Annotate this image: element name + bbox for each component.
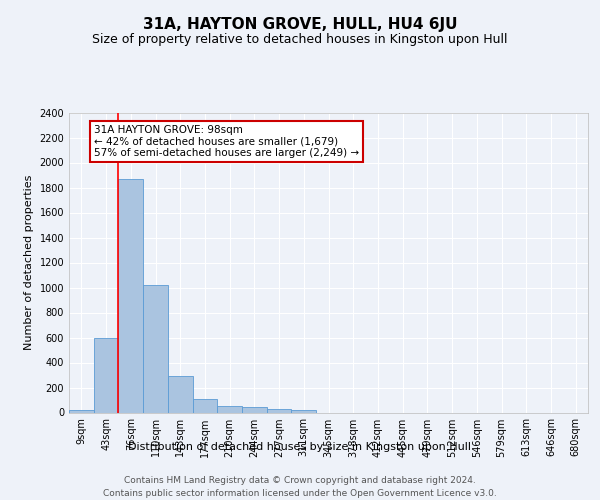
- Bar: [118, 179, 143, 412]
- Bar: [143, 285, 168, 412]
- Bar: [168, 376, 193, 412]
- Bar: [94, 338, 118, 412]
- Y-axis label: Number of detached properties: Number of detached properties: [24, 175, 34, 350]
- Text: Distribution of detached houses by size in Kingston upon Hull: Distribution of detached houses by size …: [128, 442, 472, 452]
- Text: 31A, HAYTON GROVE, HULL, HU4 6JU: 31A, HAYTON GROVE, HULL, HU4 6JU: [143, 18, 457, 32]
- Bar: [242, 407, 267, 412]
- Bar: [69, 410, 94, 412]
- Text: Contains HM Land Registry data © Crown copyright and database right 2024.: Contains HM Land Registry data © Crown c…: [124, 476, 476, 485]
- Bar: [267, 409, 292, 412]
- Text: Size of property relative to detached houses in Kingston upon Hull: Size of property relative to detached ho…: [92, 32, 508, 46]
- Text: Contains public sector information licensed under the Open Government Licence v3: Contains public sector information licen…: [103, 489, 497, 498]
- Bar: [217, 406, 242, 412]
- Text: 31A HAYTON GROVE: 98sqm
← 42% of detached houses are smaller (1,679)
57% of semi: 31A HAYTON GROVE: 98sqm ← 42% of detache…: [94, 125, 359, 158]
- Bar: [292, 410, 316, 412]
- Bar: [193, 399, 217, 412]
